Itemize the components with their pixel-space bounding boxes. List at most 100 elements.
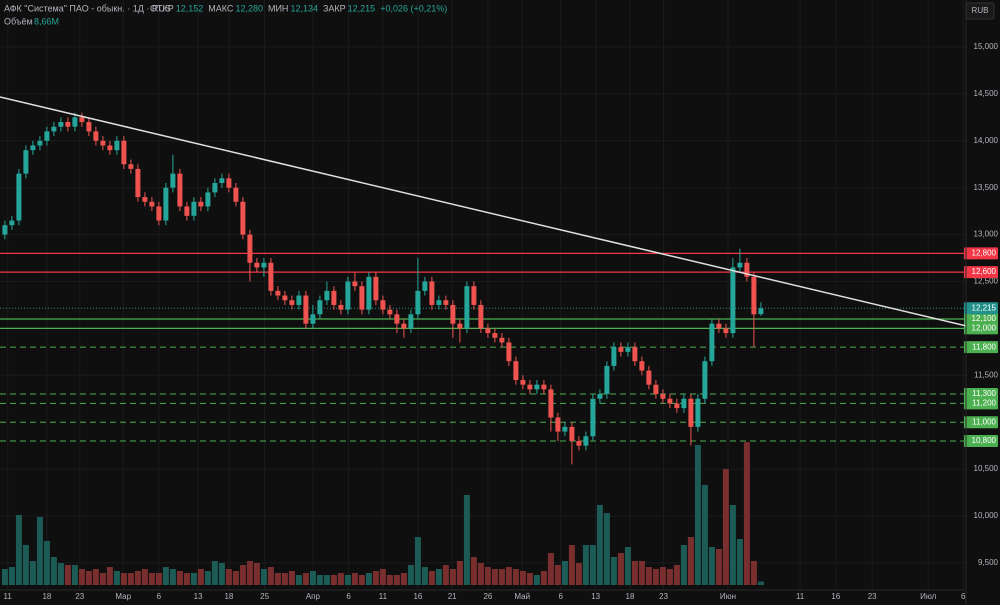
symbol: АФК "Система" ПАО - обыкн. · 1Д · RUS — [4, 3, 171, 13]
header-high-label: МАКС — [208, 3, 234, 13]
last-price-label: 12,215 — [972, 303, 997, 312]
header-low-label: МИН — [268, 3, 288, 13]
header-low-text: 12,134 — [290, 3, 318, 13]
candle-body — [268, 262, 274, 291]
x-tick-label: 6 — [346, 592, 351, 601]
volume-bar — [337, 573, 344, 585]
level-label: 11,000 — [972, 417, 996, 426]
volume-bar — [358, 575, 365, 585]
candle-body — [590, 398, 596, 437]
y-tick-label: 9,500 — [978, 558, 999, 567]
level-label: 11,300 — [972, 389, 996, 398]
x-tick-label: 11 — [796, 592, 805, 601]
volume-bar — [274, 573, 281, 585]
volume-bar — [729, 505, 736, 585]
volume-bar — [393, 575, 400, 585]
level-label-box — [964, 397, 998, 410]
volume-bar — [183, 573, 190, 585]
candle-body — [184, 206, 190, 216]
volume-bar — [421, 567, 428, 585]
level-label-box — [964, 322, 998, 335]
candle-body — [737, 262, 743, 268]
volume-bar — [603, 513, 610, 585]
candle-body — [331, 290, 337, 305]
volume-bar — [477, 563, 484, 585]
candle-body — [205, 192, 211, 207]
candle-body — [653, 384, 659, 395]
candle-body — [359, 286, 365, 310]
candle-body — [632, 347, 638, 362]
candle-body — [576, 440, 582, 446]
currency-button[interactable] — [965, 2, 995, 20]
candle-body — [744, 262, 750, 277]
header-change: +0,026 (+0,21%) — [380, 3, 447, 13]
candle-body — [2, 225, 8, 235]
candle-body — [709, 323, 715, 362]
candle-body — [226, 178, 232, 188]
header-open-label: ОТКР — [150, 3, 174, 13]
volume-bar — [680, 545, 687, 585]
candle-body — [639, 361, 645, 371]
x-tick-label: Апр — [306, 592, 321, 601]
volume-bar — [547, 553, 554, 585]
level-label: 11,200 — [972, 399, 996, 408]
candle-body — [233, 187, 239, 202]
candle-body — [170, 173, 176, 188]
volume-bar — [694, 445, 701, 585]
candle-body — [58, 122, 64, 127]
candle-body — [730, 267, 736, 334]
volume-bar — [176, 571, 183, 585]
candle-body — [408, 314, 414, 329]
volume-bar — [29, 561, 36, 585]
candle-body — [198, 201, 204, 207]
trendline — [0, 96, 967, 327]
volume-bar — [50, 557, 57, 585]
volume-bar — [288, 571, 295, 585]
candle-body — [401, 323, 407, 329]
volume-bar — [750, 561, 757, 585]
candle-body — [625, 347, 631, 352]
volume-bar — [645, 567, 652, 585]
volume-bar — [57, 563, 64, 585]
volume-bar — [71, 565, 78, 585]
candle-body — [583, 436, 589, 446]
candle-body — [282, 295, 288, 301]
volume-bar — [85, 571, 92, 585]
volume-bar — [435, 569, 442, 585]
candle-body — [751, 276, 757, 315]
candle-body — [569, 426, 575, 441]
candle-body — [541, 384, 547, 390]
candle-body — [345, 281, 351, 310]
volume-bar — [204, 571, 211, 585]
currency[interactable]: RUB — [972, 6, 989, 15]
x-tick-label: 18 — [626, 592, 635, 601]
header-close-label: ЗАКР — [323, 3, 346, 13]
volume-bar — [449, 569, 456, 585]
x-tick-label: Мар — [115, 592, 131, 601]
x-tick-label: 23 — [75, 592, 84, 601]
candle-body — [338, 304, 344, 310]
x-tick-label: 11 — [4, 592, 13, 601]
volume-bar — [344, 575, 351, 585]
candle-body — [296, 295, 302, 305]
level-label: 12,000 — [972, 324, 997, 333]
volume-bar — [8, 567, 15, 585]
candle-body — [107, 145, 113, 151]
candle-body — [44, 131, 50, 141]
candle-body — [366, 276, 372, 310]
volume-bar — [148, 573, 155, 585]
candle-body — [688, 398, 694, 427]
volume-bar — [197, 569, 204, 585]
level-label-box — [964, 313, 998, 326]
candle-body — [506, 342, 512, 362]
y-tick-label: 13,000 — [974, 230, 999, 239]
volume-bar — [701, 485, 708, 585]
candle-body — [387, 309, 393, 315]
volume-bar — [568, 545, 575, 585]
volume-bar — [22, 545, 29, 585]
volume-bar — [190, 573, 197, 585]
candle-body — [93, 131, 99, 141]
volume-bar — [309, 571, 316, 585]
